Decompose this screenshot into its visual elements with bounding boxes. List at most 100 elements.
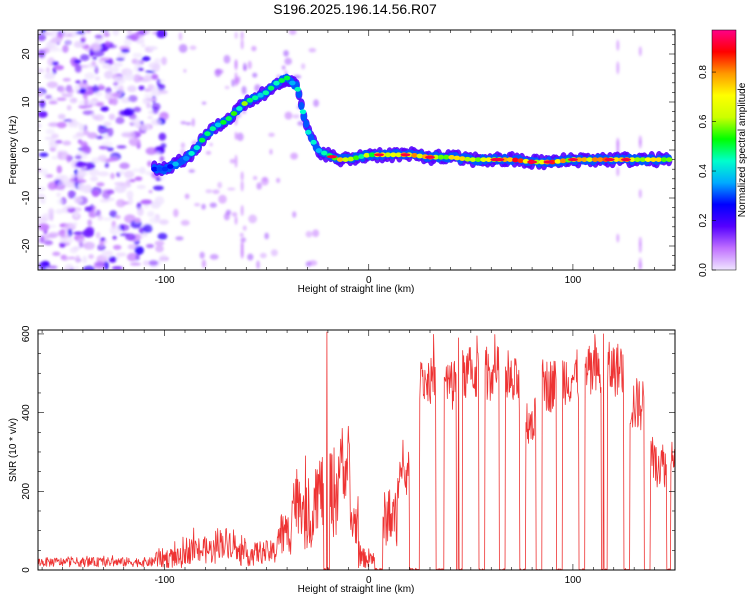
noise-blob <box>248 214 257 224</box>
noise-blob <box>133 106 142 113</box>
noise-blob <box>129 178 136 183</box>
noise-blob <box>234 216 238 225</box>
tone-core <box>321 150 328 156</box>
noise-blob <box>86 99 99 104</box>
noise-blob <box>201 101 207 105</box>
tone-core <box>628 157 636 163</box>
tone-core <box>474 157 482 163</box>
noise-blob <box>65 205 74 209</box>
noise-blob <box>269 148 273 155</box>
tone-core <box>575 157 583 163</box>
noise-blob <box>241 85 247 95</box>
noise-blob <box>240 171 244 181</box>
noise-blob <box>139 166 146 175</box>
noise-blob <box>161 56 167 66</box>
tone-core <box>352 155 360 161</box>
noise-blob <box>159 253 168 262</box>
noise-blob <box>66 104 72 111</box>
noise-blob <box>97 125 107 129</box>
noise-blob <box>281 65 286 70</box>
y-tick-label: 200 <box>21 483 32 500</box>
noise-blob <box>52 251 61 257</box>
tone-core <box>480 157 487 163</box>
noise-blob <box>111 266 124 270</box>
noise-blob <box>57 113 66 120</box>
noise-blob <box>201 203 206 210</box>
noise-blob <box>51 155 59 160</box>
noise-blob <box>156 78 161 88</box>
tone-hotspot <box>327 155 337 159</box>
noise-blob <box>96 182 105 187</box>
noise-blob <box>283 50 289 57</box>
noise-blob <box>139 124 151 131</box>
spectrogram-marks <box>38 30 673 270</box>
noise-blob <box>151 118 162 126</box>
tone-core <box>336 157 344 163</box>
noise-blob <box>292 114 300 119</box>
noise-blob <box>284 111 293 120</box>
noise-blob <box>134 176 143 181</box>
noise-blob <box>178 32 183 41</box>
noise-blob <box>56 121 67 129</box>
tone-core <box>432 154 439 160</box>
noise-blob <box>74 266 80 270</box>
noise-blob <box>89 176 99 182</box>
noise-blob <box>85 226 95 235</box>
tone-core <box>220 119 227 125</box>
noise-blob <box>638 46 642 57</box>
noise-blob <box>72 222 78 226</box>
noise-blob <box>66 39 71 46</box>
noise-blob <box>205 189 213 194</box>
noise-blob <box>45 94 53 100</box>
noise-blob <box>78 171 88 176</box>
tone-core <box>512 157 519 163</box>
noise-blob <box>47 232 60 238</box>
noise-blob <box>142 224 153 234</box>
noise-blob <box>209 254 219 260</box>
tone-core <box>559 158 567 164</box>
noise-blob <box>73 59 82 64</box>
tone-core <box>464 156 471 162</box>
tone-core <box>459 156 466 161</box>
noise-blob <box>104 91 113 101</box>
noise-blob <box>155 244 164 253</box>
tone-core <box>448 154 455 160</box>
noise-blob <box>229 158 236 164</box>
noise-blob <box>91 190 100 197</box>
noise-blob <box>44 72 56 80</box>
tone-core <box>485 157 492 163</box>
noise-blob <box>308 47 317 53</box>
noise-blob <box>84 206 93 212</box>
noise-blob <box>104 70 114 80</box>
noise-blob <box>38 110 48 118</box>
noise-blob <box>100 237 106 242</box>
tone-core <box>262 90 270 96</box>
tone-core <box>198 137 206 143</box>
noise-blob <box>62 140 72 146</box>
tone-core <box>660 157 668 163</box>
noise-blob <box>127 196 133 206</box>
noise-blob <box>77 139 83 144</box>
tone-core <box>310 139 317 145</box>
x-tick-label: 100 <box>565 575 582 586</box>
noise-blob <box>126 252 138 262</box>
noise-blob <box>120 225 125 230</box>
noise-blob <box>38 186 47 191</box>
x-tick-label: 0 <box>366 575 372 586</box>
noise-blob <box>212 189 220 195</box>
snr-y-ticks: 0 200 400 600 <box>21 325 675 573</box>
spectrogram-y-ticks: -20 -10 0 10 20 <box>21 34 675 266</box>
noise-blob <box>149 217 161 224</box>
tone-core <box>384 152 392 158</box>
snr-y-axis-label: SNR (10 * v/v) <box>8 418 19 482</box>
noise-blob <box>178 43 188 53</box>
noise-blob <box>297 121 305 126</box>
tone-core <box>246 97 254 103</box>
noise-blob <box>124 73 135 81</box>
noise-blob <box>115 116 125 124</box>
noise-blob <box>142 260 150 266</box>
noise-blob <box>41 168 49 177</box>
tone-core <box>167 164 174 169</box>
noise-blob <box>116 145 127 149</box>
noise-blob <box>115 57 125 61</box>
